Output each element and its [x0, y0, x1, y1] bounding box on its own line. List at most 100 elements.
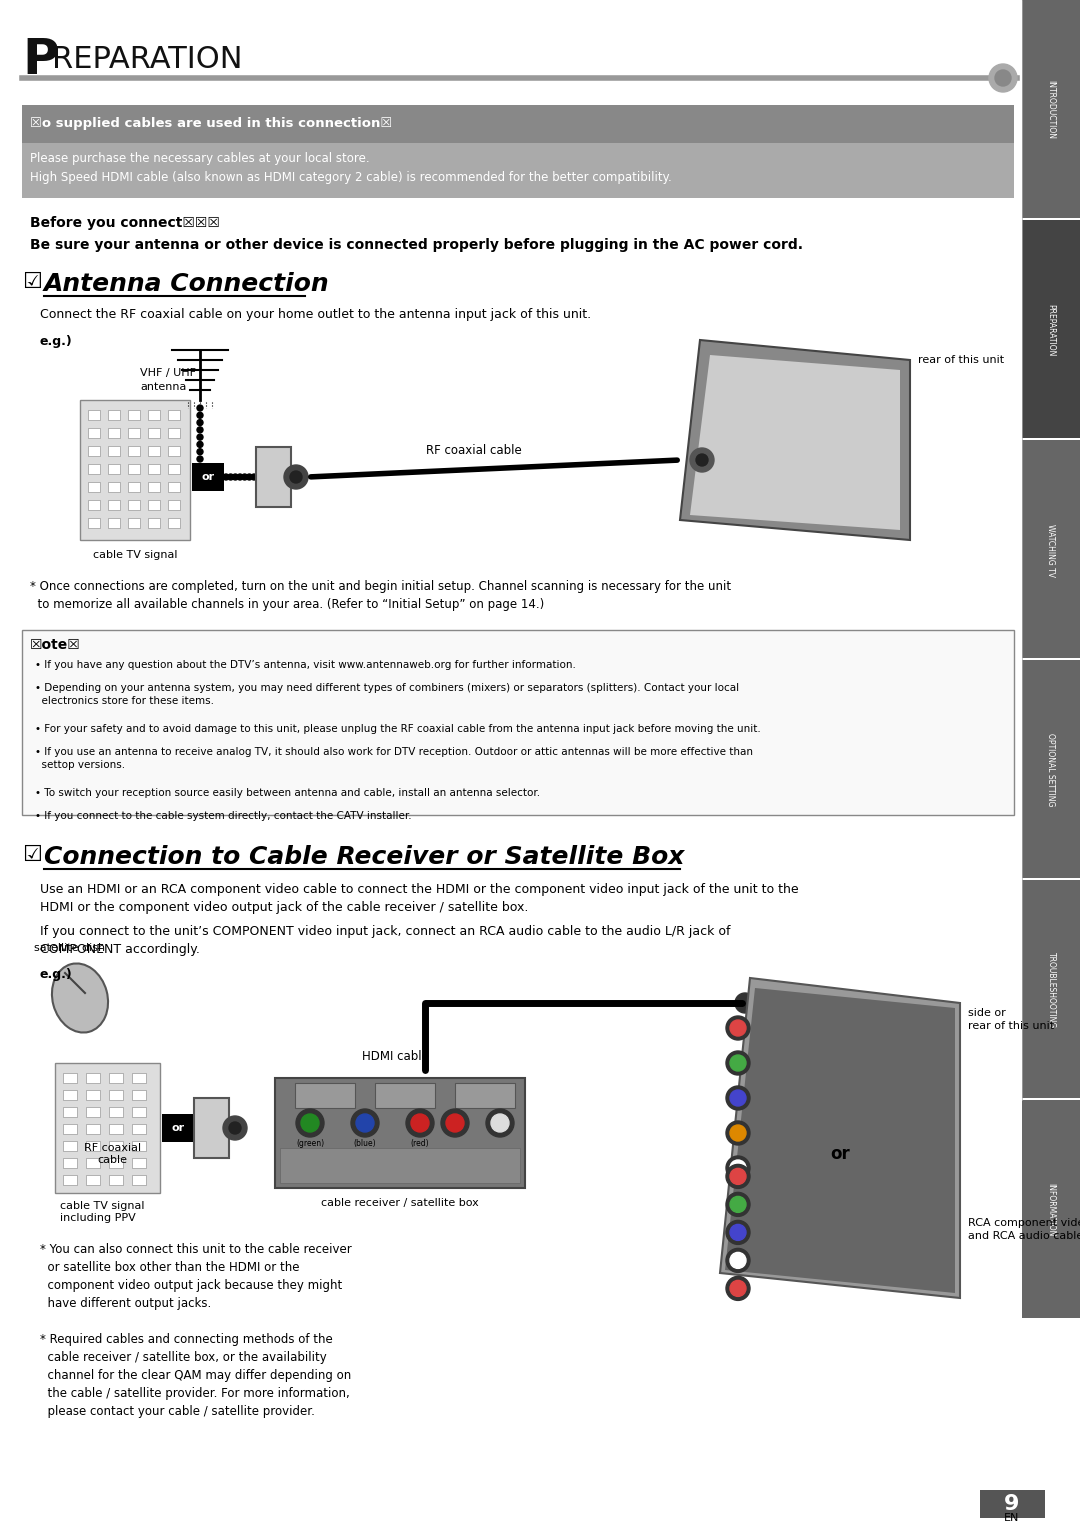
Bar [148, 427, 160, 438]
Bar [63, 1125, 77, 1134]
Text: • If you have any question about the DTV’s antenna, visit www.antennaweb.org for: • If you have any question about the DTV… [35, 661, 576, 670]
Text: (green): (green) [296, 1138, 324, 1148]
Circle shape [197, 412, 203, 418]
Bar [280, 1148, 519, 1183]
Polygon shape [680, 340, 910, 540]
Bar [87, 501, 100, 510]
Circle shape [441, 1109, 469, 1137]
Circle shape [726, 1122, 750, 1144]
Text: e.g.): e.g.) [40, 336, 72, 348]
Text: * Required cables and connecting methods of the
  cable receiver / satellite box: * Required cables and connecting methods… [40, 1334, 351, 1418]
Circle shape [197, 449, 203, 455]
Bar [63, 1073, 77, 1083]
Text: HDMI cable: HDMI cable [362, 1050, 429, 1064]
Circle shape [726, 1051, 750, 1074]
Bar [108, 446, 120, 456]
Text: or: or [172, 1123, 185, 1132]
Bar [1022, 220, 1080, 438]
Polygon shape [720, 978, 960, 1299]
Circle shape [730, 1196, 746, 1212]
Bar [162, 1114, 194, 1141]
Bar [129, 482, 140, 491]
Bar [22, 325, 1014, 584]
Text: 9: 9 [1004, 1494, 1020, 1514]
Circle shape [726, 1087, 750, 1109]
Circle shape [291, 472, 302, 484]
Text: cable TV signal
including PPV: cable TV signal including PPV [60, 1201, 145, 1224]
Circle shape [197, 441, 203, 447]
Bar [22, 105, 1014, 143]
Circle shape [726, 1164, 750, 1189]
Circle shape [730, 1090, 746, 1106]
Bar [86, 1090, 100, 1100]
Circle shape [726, 1248, 750, 1273]
Text: cable receiver / satellite box: cable receiver / satellite box [321, 1198, 478, 1209]
Polygon shape [725, 987, 955, 1293]
Circle shape [246, 475, 253, 481]
Bar [129, 501, 140, 510]
Bar [295, 1083, 355, 1108]
Text: INTRODUCTION: INTRODUCTION [1047, 81, 1055, 139]
Bar [86, 1175, 100, 1186]
Bar [87, 410, 100, 420]
Bar [132, 1106, 146, 1117]
Circle shape [411, 1114, 429, 1132]
Bar [129, 410, 140, 420]
Text: • If you connect to the cable system directly, contact the CATV installer.: • If you connect to the cable system dir… [35, 810, 411, 821]
Circle shape [735, 993, 755, 1013]
Circle shape [229, 1122, 241, 1134]
Circle shape [491, 1114, 509, 1132]
Text: * Once connections are completed, turn on the unit and begin initial setup. Chan: * Once connections are completed, turn o… [30, 580, 731, 610]
Bar [148, 446, 160, 456]
Text: RF coaxial cable: RF coaxial cable [427, 444, 522, 456]
Text: ☒ote☒: ☒ote☒ [30, 638, 81, 652]
Text: REPARATION: REPARATION [52, 46, 243, 75]
Circle shape [726, 1192, 750, 1216]
Text: RCA component video cable
and RCA audio cable: RCA component video cable and RCA audio … [968, 1218, 1080, 1241]
Circle shape [251, 475, 257, 481]
Bar [109, 1090, 123, 1100]
Circle shape [730, 1160, 746, 1177]
Circle shape [228, 475, 233, 481]
Bar [275, 1077, 525, 1189]
Bar [86, 1125, 100, 1134]
Circle shape [486, 1109, 514, 1137]
Bar [22, 143, 1014, 198]
Bar [148, 501, 160, 510]
Bar [1022, 881, 1080, 1099]
Bar [168, 501, 180, 510]
Ellipse shape [52, 963, 108, 1033]
Bar [22, 630, 1014, 815]
Bar [108, 464, 120, 475]
Text: TROUBLESHOOTING: TROUBLESHOOTING [1047, 952, 1055, 1029]
Bar [109, 1073, 123, 1083]
Text: (blue): (blue) [353, 1138, 376, 1148]
Circle shape [237, 475, 243, 481]
Bar [132, 1090, 146, 1100]
Bar [87, 517, 100, 528]
Text: ☒o supplied cables are used in this connection☒: ☒o supplied cables are used in this conn… [30, 118, 392, 131]
Bar [194, 1099, 229, 1158]
Bar [86, 1141, 100, 1151]
Circle shape [730, 1280, 746, 1297]
Circle shape [232, 475, 239, 481]
Bar [108, 427, 120, 438]
Bar [132, 1125, 146, 1134]
Bar [108, 482, 120, 491]
Text: VHF / UHF
antenna: VHF / UHF antenna [140, 368, 195, 392]
Bar [1022, 1100, 1080, 1318]
Bar [80, 400, 190, 540]
Circle shape [197, 427, 203, 433]
Circle shape [356, 1114, 374, 1132]
Bar [1022, 661, 1080, 877]
Text: PREPARATION: PREPARATION [1047, 304, 1055, 356]
Text: ☑: ☑ [22, 845, 42, 865]
Bar [86, 1106, 100, 1117]
Bar [86, 1073, 100, 1083]
Text: RF coaxial
cable: RF coaxial cable [84, 1143, 141, 1166]
Text: Before you connect☒☒☒: Before you connect☒☒☒ [30, 217, 220, 230]
Text: side or
rear of this unit: side or rear of this unit [968, 1009, 1054, 1032]
Bar [148, 410, 160, 420]
Circle shape [730, 1054, 746, 1071]
Text: • For your safety and to avoid damage to this unit, please unplug the RF coaxial: • For your safety and to avoid damage to… [35, 723, 760, 734]
